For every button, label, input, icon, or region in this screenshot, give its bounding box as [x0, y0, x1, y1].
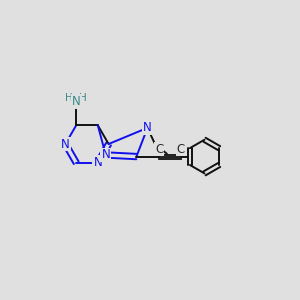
Text: N: N [72, 95, 81, 108]
Text: N: N [61, 137, 70, 151]
Text: H: H [65, 93, 73, 103]
Text: N: N [93, 156, 102, 169]
Text: N: N [143, 122, 152, 134]
Text: C: C [177, 142, 185, 155]
Text: H: H [79, 93, 87, 103]
Text: C: C [155, 142, 163, 155]
Text: N: N [101, 148, 110, 161]
